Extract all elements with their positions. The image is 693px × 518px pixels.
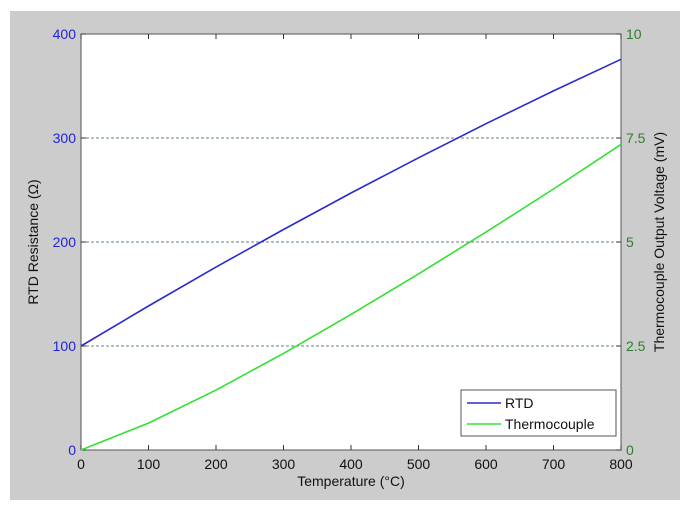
x-axis-label: Temperature (°C) [297,473,405,489]
x-tick-label: 300 [272,456,296,472]
series-line-rtd [80,58,622,347]
x-tick-label: 800 [609,456,633,472]
legend-label: Thermocouple [505,416,595,432]
y-left-tick-label: 300 [53,130,77,146]
y-right-tick-label: 5 [626,234,634,250]
x-tick-label: 200 [204,456,228,472]
y-right-axis-label: Thermocouple Output Voltage (mV) [651,132,667,352]
y-left-tick-label: 0 [68,442,76,458]
x-tick-label: 100 [137,456,161,472]
y-right-tick-label: 10 [626,26,642,42]
y-left-tick-label: 400 [53,26,77,42]
series-line-thermocouple [80,143,622,451]
y-right-tick-label: 7.5 [626,130,646,146]
y-right-tick-label: 0 [626,442,634,458]
x-tick-label: 0 [77,456,85,472]
legend [460,389,617,437]
y-left-tick-label: 100 [53,338,77,354]
x-tick-label: 500 [407,456,431,472]
x-tick-label: 700 [542,456,566,472]
y-left-tick-label: 200 [53,234,77,250]
y-right-tick-label: 2.5 [626,338,646,354]
y-left-axis-label: RTD Resistance (Ω) [25,179,41,304]
x-tick-label: 600 [474,456,498,472]
x-tick-label: 400 [339,456,363,472]
legend-label: RTD [505,395,534,411]
